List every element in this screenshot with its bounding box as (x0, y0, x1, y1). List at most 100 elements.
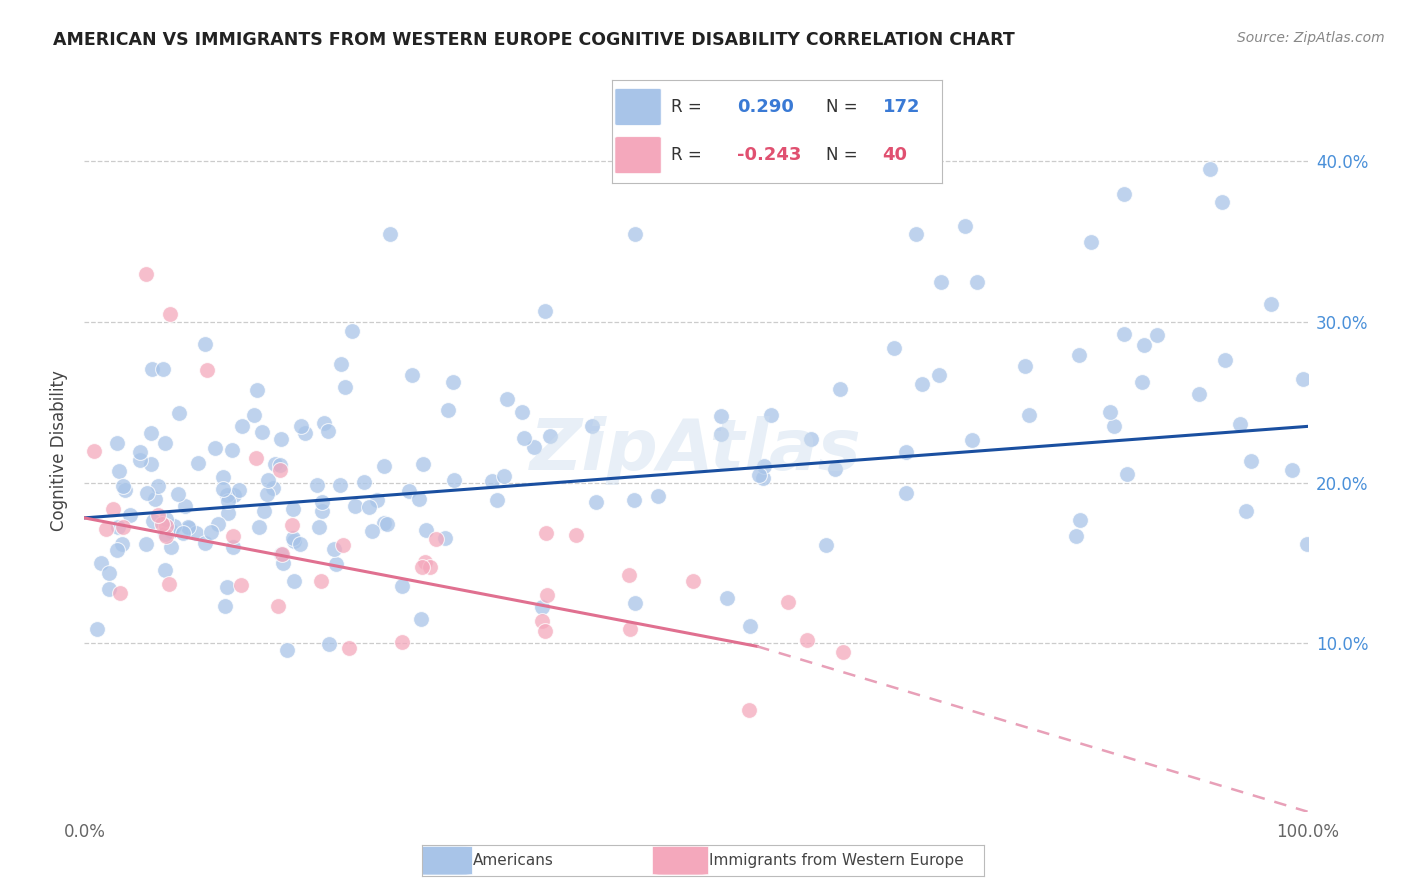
Point (290, 419, 312, 434)
Point (534, 624, 557, 638)
Point (314, 416, 336, 430)
Y-axis label: Cognitive Disability: Cognitive Disability (51, 370, 69, 531)
Point (335, 379, 357, 393)
Point (174, 499, 197, 513)
Point (114, 483, 136, 498)
Point (105, 436, 128, 450)
Point (1260, 297, 1282, 311)
Text: ZipAtlas: ZipAtlas (530, 416, 862, 485)
Point (1211, 194, 1233, 209)
Point (486, 493, 509, 508)
FancyBboxPatch shape (652, 847, 709, 875)
Point (752, 471, 775, 485)
Point (139, 426, 162, 441)
Point (172, 526, 194, 541)
Point (1234, 504, 1257, 518)
Point (624, 596, 647, 610)
Point (288, 537, 311, 551)
Point (1213, 353, 1236, 368)
Point (194, 536, 217, 550)
Point (1229, 417, 1251, 431)
Point (247, 520, 270, 534)
Point (740, 619, 762, 633)
Point (270, 547, 292, 561)
Point (195, 363, 218, 377)
Point (316, 424, 339, 438)
Point (883, 341, 905, 355)
Point (167, 486, 190, 500)
Point (373, 516, 395, 530)
Point (177, 520, 200, 534)
Point (257, 473, 280, 487)
Point (332, 538, 354, 552)
Point (262, 481, 284, 495)
Point (411, 560, 433, 574)
FancyBboxPatch shape (614, 88, 661, 126)
Point (357, 500, 380, 514)
Point (1198, 162, 1220, 177)
Point (411, 612, 433, 626)
Point (585, 494, 607, 508)
Point (245, 451, 267, 466)
Point (217, 580, 239, 594)
Point (143, 491, 166, 506)
Point (1188, 387, 1211, 401)
Point (159, 307, 181, 321)
Point (495, 392, 517, 406)
Point (155, 512, 177, 526)
Point (534, 304, 557, 318)
Point (716, 591, 738, 606)
Point (413, 555, 436, 569)
Point (581, 418, 603, 433)
Point (105, 543, 128, 558)
Point (153, 564, 176, 578)
Text: 0.290: 0.290 (737, 98, 794, 116)
Point (281, 502, 304, 516)
Point (111, 479, 134, 493)
Point (536, 588, 558, 602)
Point (894, 486, 917, 500)
Point (214, 599, 236, 613)
Point (530, 600, 553, 615)
Point (294, 426, 316, 441)
Point (160, 524, 183, 538)
Point (366, 493, 388, 508)
Point (194, 336, 217, 351)
Point (283, 533, 305, 548)
Point (738, 702, 761, 716)
Point (353, 475, 375, 489)
Point (344, 499, 367, 513)
Point (796, 632, 818, 647)
Point (86, 622, 108, 636)
Point (148, 508, 170, 522)
Point (682, 574, 704, 589)
Point (830, 382, 852, 396)
Point (831, 644, 853, 658)
Point (1240, 454, 1263, 468)
Point (217, 506, 239, 520)
Point (391, 579, 413, 593)
Point (380, 227, 402, 241)
Point (436, 403, 458, 417)
Point (375, 517, 398, 532)
Point (94, 522, 117, 536)
Point (391, 635, 413, 649)
Point (250, 425, 273, 439)
Point (360, 524, 382, 538)
Point (159, 577, 181, 591)
Point (150, 516, 173, 531)
Point (1104, 419, 1126, 434)
Point (776, 595, 799, 609)
Point (141, 362, 163, 376)
Point (308, 520, 330, 534)
Point (283, 574, 305, 588)
Point (101, 502, 124, 516)
Point (710, 409, 733, 423)
Point (108, 464, 131, 478)
Point (748, 467, 770, 482)
Point (325, 557, 347, 571)
Point (311, 504, 333, 518)
Point (398, 484, 420, 499)
Point (98, 566, 121, 580)
Point (256, 487, 278, 501)
